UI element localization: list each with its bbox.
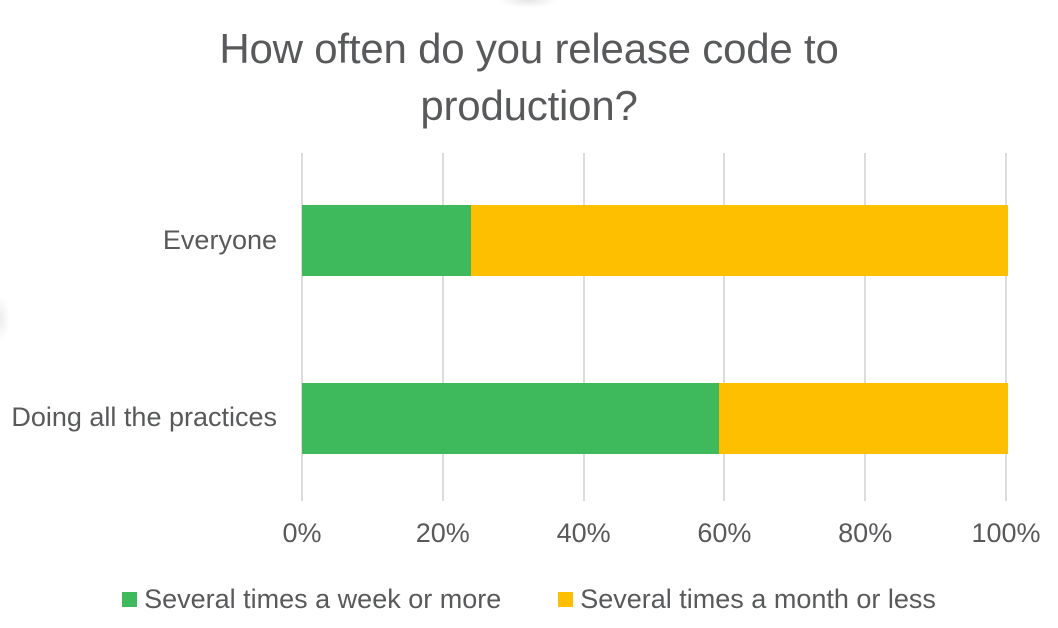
legend: Several times a week or more Several time… bbox=[0, 584, 1058, 614]
category-label: Everyone bbox=[162, 224, 277, 255]
legend-label: Several times a week or more bbox=[144, 584, 502, 614]
x-tick-label-100: 100% bbox=[971, 518, 1041, 548]
x-tick-label-80: 80% bbox=[838, 518, 893, 548]
gridline-20 bbox=[441, 153, 444, 501]
gridline-100 bbox=[1005, 153, 1007, 501]
bar-segment bbox=[471, 205, 1008, 276]
gridline-80 bbox=[864, 153, 867, 501]
legend-swatch-icon bbox=[558, 591, 574, 607]
category-label: Doing all the practices bbox=[11, 401, 277, 432]
legend-swatch-icon bbox=[122, 591, 138, 607]
bar-row-0 bbox=[302, 205, 1008, 276]
x-tick-label-20: 20% bbox=[415, 518, 470, 548]
gridline-0 bbox=[301, 153, 303, 501]
chart-title: How often do you release code to product… bbox=[219, 25, 839, 129]
bar-segment bbox=[719, 383, 1008, 454]
legend-label: Several times a month or less bbox=[580, 584, 936, 614]
legend-item: Several times a month or less bbox=[558, 584, 936, 614]
bar-row-1 bbox=[302, 383, 1008, 454]
gridline-40 bbox=[582, 153, 585, 501]
x-tick-label-0: 0% bbox=[282, 518, 322, 548]
bar-segment bbox=[302, 383, 719, 454]
x-tick-label-40: 40% bbox=[556, 518, 611, 548]
gridline-60 bbox=[723, 153, 726, 501]
legend-item: Several times a week or more bbox=[122, 584, 501, 614]
x-tick-label-60: 60% bbox=[697, 518, 752, 548]
bar-segment bbox=[302, 205, 471, 276]
